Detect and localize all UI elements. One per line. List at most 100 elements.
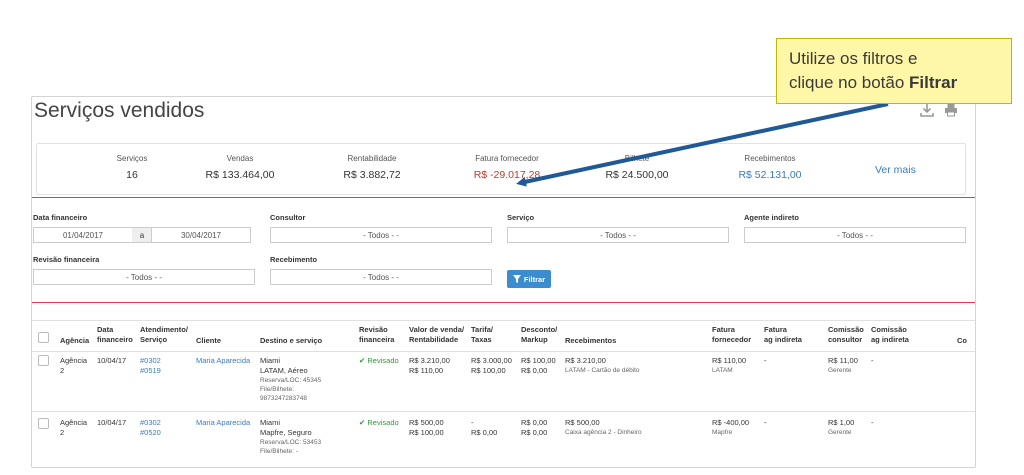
table-row[interactable]: Agência 2 10/04/17 #0302 #0520 Maria Apare… bbox=[32, 412, 975, 467]
callout-text: clique no botão bbox=[789, 73, 910, 92]
cell-revisao: ✔ Revisado bbox=[359, 356, 399, 366]
th-line: Desconto/ bbox=[521, 325, 558, 334]
cell-line[interactable]: #0520 bbox=[140, 428, 161, 437]
cell-line: 9873247283748 bbox=[260, 395, 307, 402]
cell-destino-sub: Reserva/LOC: 53453 File/Bilhete: - bbox=[260, 438, 321, 456]
cell-line: Reserva/LOC: 53453 bbox=[260, 439, 322, 446]
th-comissao-consultor: Comissão consultor bbox=[828, 325, 864, 345]
stat-label: Fatura fornecedor bbox=[475, 154, 539, 163]
print-icon[interactable] bbox=[944, 103, 958, 117]
row-checkbox[interactable] bbox=[38, 355, 49, 366]
filtrar-button[interactable]: Filtrar bbox=[507, 270, 551, 288]
date-from-input[interactable]: 01/04/2017 bbox=[33, 227, 133, 243]
stat-value: R$ -29.017,28 bbox=[473, 169, 541, 181]
servico-select[interactable]: - Todos - - bbox=[507, 227, 729, 243]
select-all-checkbox[interactable] bbox=[38, 332, 49, 343]
cell-line: R$ 11,00 bbox=[828, 356, 858, 365]
stat-label: Vendas bbox=[226, 154, 254, 163]
stat-fatura-fornecedor: Fatura fornecedor R$ -29.017,28 bbox=[452, 154, 562, 181]
cell-line[interactable]: #0302 bbox=[140, 356, 161, 365]
table-header: Agência Data financeiro Atendimento/Servi… bbox=[32, 320, 975, 352]
revisao-select[interactable]: - Todos - - bbox=[33, 269, 255, 285]
cell-tarifa: - R$ 0,00 bbox=[471, 418, 497, 438]
stat-servicos: Serviços 16 bbox=[92, 154, 172, 181]
cell-agencia: Agência 2 bbox=[60, 356, 87, 376]
cell-desconto: R$ 100,00 R$ 0,00 bbox=[521, 356, 556, 376]
cell-destino-sub: Reserva/LOC: 45345 File/Bilhete: 987324728… bbox=[260, 376, 321, 403]
check-icon: ✔ bbox=[359, 418, 366, 427]
stat-bilhete: Bilhete R$ 24.500,00 bbox=[582, 154, 692, 181]
cell-line: Revisado bbox=[367, 418, 399, 427]
th-line: ag indireta bbox=[871, 335, 909, 344]
cell-line: R$ 110,00 bbox=[409, 366, 444, 375]
cell-line: R$ 3.210,00 bbox=[409, 356, 450, 365]
cell-line: R$ -400,00 bbox=[712, 418, 750, 427]
cell-atendimento[interactable]: #0302 #0520 bbox=[140, 418, 161, 438]
cell-sub: Mapfre bbox=[712, 429, 733, 436]
cell-line: File/Bilhete: bbox=[260, 386, 294, 393]
date-separator: a bbox=[132, 227, 152, 243]
cell-cliente[interactable]: Maria Aparecida bbox=[196, 356, 251, 365]
cell-line: R$ 0,00 bbox=[521, 418, 548, 427]
row-checkbox[interactable] bbox=[38, 418, 49, 429]
cell-atendimento[interactable]: #0302 #0519 bbox=[140, 356, 161, 376]
th-valor: Valor de venda/Rentabilidade bbox=[409, 325, 464, 345]
recebimento-select[interactable]: - Todos - - bbox=[270, 269, 492, 285]
consultor-select[interactable]: - Todos - - bbox=[270, 227, 492, 243]
cell-line: Miami bbox=[260, 356, 280, 365]
cell-fatura-ag: - bbox=[764, 356, 767, 365]
cell-line: 2 bbox=[60, 428, 65, 437]
cell-line: R$ 0,00 bbox=[521, 428, 548, 437]
cell-line: R$ 100,00 bbox=[471, 366, 506, 375]
cell-line: - bbox=[471, 418, 474, 427]
cell-fatura-fornecedor: R$ 110,00 LATAM bbox=[712, 356, 746, 375]
th-recebimentos: Recebimentos bbox=[565, 336, 617, 345]
th-line: Fatura bbox=[764, 325, 787, 334]
th-line: Tarifa/ bbox=[471, 325, 493, 334]
cell-sub: Caixa agência 2 - Dinheiro bbox=[565, 429, 642, 436]
th-line: Comissão bbox=[828, 325, 864, 334]
cell-comissao-ag: - bbox=[871, 356, 874, 365]
callout-line: clique no botão Filtrar bbox=[789, 71, 999, 95]
cell-line[interactable]: #0519 bbox=[140, 366, 161, 375]
cell-line: R$ 500,00 bbox=[565, 418, 600, 427]
th-line: consultor bbox=[828, 335, 863, 344]
download-icon[interactable] bbox=[920, 103, 934, 117]
services-panel: Serviços vendidos Serviços 16 Vendas R$ … bbox=[31, 96, 976, 468]
cell-fatura-ag: - bbox=[764, 418, 767, 427]
cell-line: R$ 100,00 bbox=[409, 428, 444, 437]
filter-label-servico: Serviço bbox=[507, 213, 535, 222]
stat-rentabilidade: Rentabilidade R$ 3.882,72 bbox=[317, 154, 427, 181]
check-icon: ✔ bbox=[359, 356, 366, 365]
cell-line[interactable]: #0302 bbox=[140, 418, 161, 427]
cell-cliente[interactable]: Maria Aparecida bbox=[196, 418, 251, 427]
th-line: Revisão bbox=[359, 325, 388, 334]
cell-comissao-consultor: R$ 1,00 Gerente bbox=[828, 418, 854, 437]
filter-icon bbox=[512, 275, 521, 283]
cell-line: R$ 0,00 bbox=[471, 428, 498, 437]
th-atendimento: Atendimento/Serviço bbox=[140, 325, 188, 345]
agente-select[interactable]: - Todos - - bbox=[744, 227, 966, 243]
th-line: Serviço bbox=[140, 335, 168, 344]
stat-recebimentos: Recebimentos R$ 52.131,00 bbox=[715, 154, 825, 181]
th-data: Data financeiro bbox=[97, 325, 133, 345]
th-comissao-ag: Comissão ag indireta bbox=[871, 325, 909, 345]
cell-agencia: Agência 2 bbox=[60, 418, 87, 438]
cell-valor: R$ 3.210,00 R$ 110,00 bbox=[409, 356, 450, 376]
th-tarifa: Tarifa/Taxas bbox=[471, 325, 493, 345]
cell-desconto: R$ 0,00 R$ 0,00 bbox=[521, 418, 547, 438]
filter-label-recebimento: Recebimento bbox=[270, 255, 318, 264]
stat-value: R$ 3.882,72 bbox=[343, 169, 401, 181]
th-line: Comissão bbox=[871, 325, 907, 334]
th-line: financeira bbox=[359, 335, 395, 344]
instruction-callout: Utilize os filtros e clique no botão Fil… bbox=[776, 38, 1012, 104]
th-line: Atendimento/ bbox=[140, 325, 188, 334]
cell-line: R$ 1,00 bbox=[828, 418, 855, 427]
date-to-input[interactable]: 30/04/2017 bbox=[151, 227, 251, 243]
cell-tarifa: R$ 3.000,00 R$ 100,00 bbox=[471, 356, 512, 376]
table-row[interactable]: Agência 2 10/04/17 #0302 #0519 Maria Apare… bbox=[32, 351, 975, 412]
ver-mais-link[interactable]: Ver mais bbox=[875, 164, 916, 176]
cell-line: R$ 100,00 bbox=[521, 356, 556, 365]
cell-line: 2 bbox=[60, 366, 65, 375]
cell-comissao-consultor: R$ 11,00 Gerente bbox=[828, 356, 858, 375]
